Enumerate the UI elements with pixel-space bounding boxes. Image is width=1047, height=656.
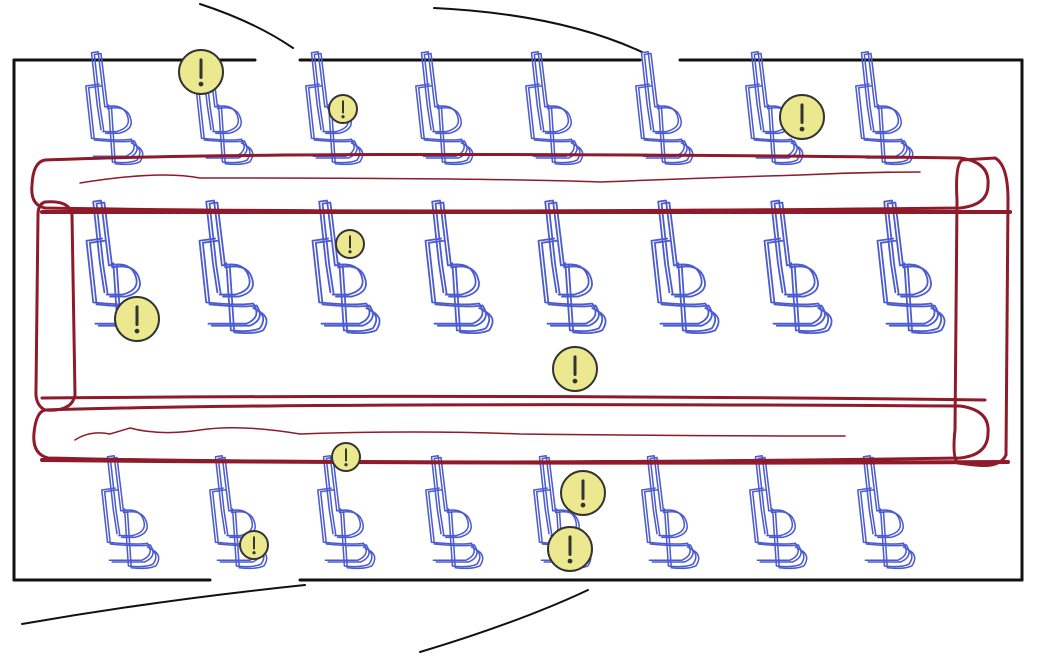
chair — [537, 199, 607, 335]
sketch-stroke — [21, 584, 306, 625]
sketch-stroke — [419, 589, 589, 653]
chair — [424, 199, 494, 335]
chairs — [85, 51, 946, 570]
chair — [650, 199, 720, 335]
chair-outline — [763, 199, 830, 333]
chair — [763, 199, 833, 335]
table-middle-bottom-edge — [40, 394, 987, 402]
chair-outline — [643, 456, 700, 570]
chair-outline — [879, 201, 946, 335]
exclamation-dot — [134, 328, 140, 334]
table-bottom-edge — [40, 458, 1010, 465]
chair-outline — [417, 52, 474, 166]
chair — [855, 51, 914, 166]
chair — [876, 199, 946, 335]
chair-outline — [653, 201, 720, 335]
chair-outline — [87, 52, 144, 166]
chair-outline — [317, 455, 373, 568]
chair-outline — [540, 201, 607, 335]
chair-outline — [751, 456, 808, 570]
warning-marker — [331, 442, 361, 472]
chair — [317, 455, 376, 570]
chair — [525, 51, 584, 166]
chair-outline — [201, 201, 268, 335]
chair-outline — [427, 201, 494, 335]
sketch-stroke — [433, 7, 643, 53]
chair-outline — [425, 455, 481, 568]
chair-outline — [424, 199, 491, 333]
chair-outline — [527, 52, 584, 166]
warning-markers — [114, 49, 825, 572]
chair — [857, 455, 916, 570]
chair-outline — [857, 455, 913, 568]
chair — [425, 455, 484, 570]
table-bottom-bar — [32, 403, 990, 464]
chair-outline — [314, 201, 381, 335]
warning-marker — [560, 470, 606, 516]
warning-marker — [547, 526, 593, 572]
conference-table — [30, 152, 1012, 467]
exclamation-dot — [198, 81, 204, 87]
chair-outline — [537, 199, 604, 333]
sketch-stroke — [199, 3, 294, 49]
chair-outline — [650, 199, 717, 333]
chair-outline — [635, 51, 691, 164]
chair-outline — [311, 199, 378, 333]
exclamation-dot — [799, 126, 805, 132]
sketch-strokes — [21, 3, 643, 653]
exclamation-dot — [252, 551, 256, 555]
exclamation-dot — [344, 463, 348, 467]
table-bottom-inner-line — [74, 427, 846, 441]
exclamation-dot — [572, 378, 578, 384]
warning-marker — [552, 346, 598, 392]
chair-outline — [876, 199, 943, 333]
chair-outline — [427, 456, 484, 570]
warning-marker — [178, 49, 224, 95]
chair-outline — [641, 455, 697, 568]
chair-outline — [637, 52, 694, 166]
chair — [749, 455, 808, 570]
chair — [641, 455, 700, 570]
chair — [101, 455, 160, 570]
warning-marker — [779, 94, 825, 140]
chair — [198, 199, 268, 335]
chair-outline — [101, 455, 157, 568]
warning-marker — [239, 530, 269, 560]
exclamation-dot — [341, 115, 345, 119]
warning-marker — [335, 229, 365, 259]
table-right-cap — [952, 156, 1010, 467]
chair-outline — [415, 51, 471, 164]
chair-outline — [198, 199, 265, 333]
chair-outline — [749, 455, 805, 568]
warning-marker — [328, 94, 358, 124]
exclamation-dot — [580, 502, 586, 508]
table-top-inner-line — [79, 171, 921, 184]
chair-outline — [85, 51, 141, 164]
chair — [635, 51, 694, 166]
chair-outline — [319, 456, 376, 570]
chair-outline — [857, 52, 914, 166]
exclamation-dot — [348, 250, 352, 254]
chair-outline — [855, 51, 911, 164]
warning-marker — [114, 296, 160, 342]
chair — [415, 51, 474, 166]
chair-outline — [525, 51, 581, 164]
chair — [85, 51, 144, 166]
chair-outline — [766, 201, 833, 335]
chair — [311, 199, 381, 335]
exclamation-dot — [567, 558, 573, 564]
